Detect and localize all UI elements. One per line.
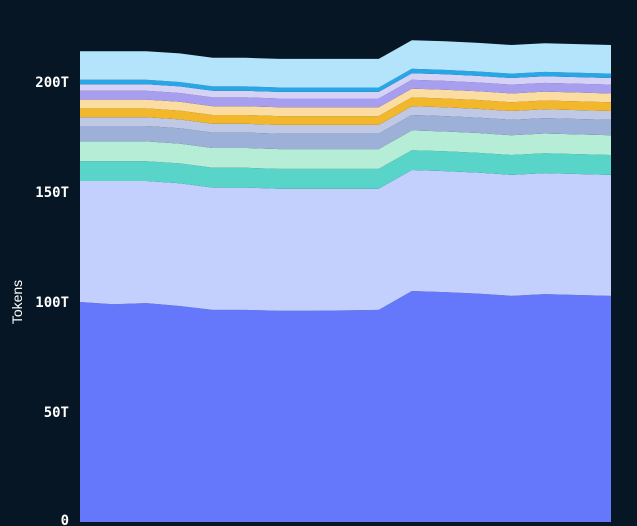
area-series-6 (80, 106, 611, 134)
area-series-8 (80, 88, 611, 117)
y-tick-label: 50T (44, 405, 69, 421)
area-series-9 (80, 79, 611, 108)
area-series-3 (80, 150, 611, 189)
area-series-4 (80, 130, 611, 169)
area-series-2 (80, 170, 611, 311)
area-series-11 (80, 68, 611, 92)
y-tick-label: 100T (35, 295, 69, 311)
y-tick-label: 0 (61, 513, 69, 526)
area-series-5 (80, 115, 611, 150)
area-series-12 (80, 40, 611, 88)
area-series-1 (80, 291, 611, 522)
y-tick-label: 200T (35, 75, 69, 91)
y-tick-label: 150T (35, 185, 69, 201)
y-axis-ticks: 0 50T 100T 150T 200T (35, 75, 69, 526)
y-axis-title: Tokens (9, 280, 25, 324)
area-series-10 (80, 73, 611, 99)
area-series-group (80, 40, 611, 522)
area-series-7 (80, 97, 611, 125)
